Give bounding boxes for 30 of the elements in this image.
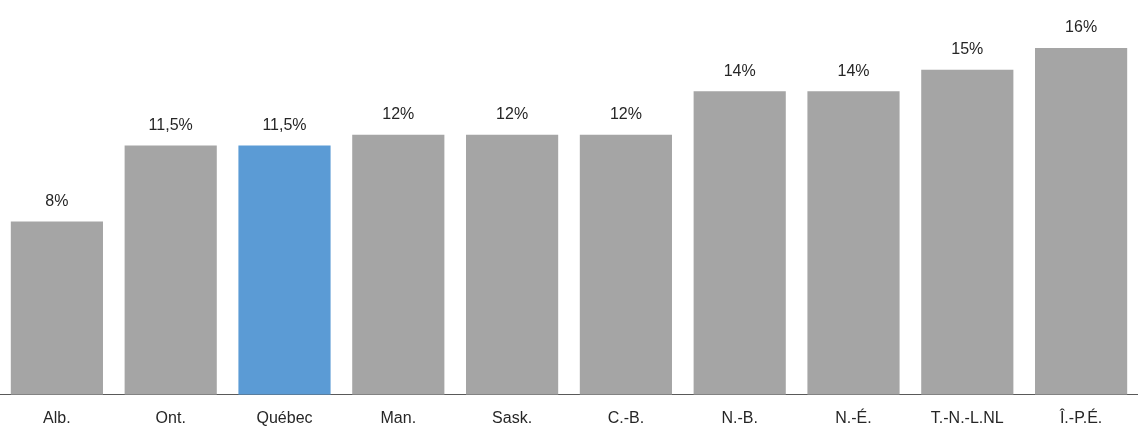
data-label: 14% bbox=[723, 61, 756, 79]
data-label: 12% bbox=[609, 105, 642, 123]
data-label: 8% bbox=[45, 191, 69, 209]
data-label: 12% bbox=[496, 105, 529, 123]
bar bbox=[10, 221, 103, 395]
bar bbox=[579, 134, 672, 395]
bar bbox=[238, 145, 331, 395]
data-label: 11,5% bbox=[148, 115, 193, 133]
data-label: 11,5% bbox=[262, 115, 307, 133]
data-label: 15% bbox=[951, 40, 984, 58]
bar bbox=[921, 69, 1014, 395]
x-tick-label: Man. bbox=[380, 408, 417, 426]
x-tick-label: Sask. bbox=[492, 408, 533, 426]
x-tick-label: N.-É. bbox=[835, 407, 872, 426]
bar bbox=[466, 134, 559, 395]
x-tick-label: C.-B. bbox=[607, 408, 645, 426]
data-label: 12% bbox=[382, 105, 415, 123]
bar bbox=[352, 134, 445, 395]
bar bbox=[807, 91, 900, 395]
x-tick-label: Ont. bbox=[155, 408, 186, 426]
x-tick-label: T.-N.-L.NL bbox=[930, 408, 1004, 426]
bar bbox=[124, 145, 217, 395]
bar bbox=[693, 91, 786, 395]
x-tick-label: Alb. bbox=[43, 408, 71, 426]
x-tick-label: Québec bbox=[256, 408, 313, 426]
x-tick-label: N.-B. bbox=[721, 408, 758, 426]
x-tick-label: Î.-P.É. bbox=[1058, 407, 1103, 426]
data-label: 14% bbox=[837, 61, 870, 79]
bar bbox=[1035, 48, 1128, 395]
data-label: 16% bbox=[1065, 18, 1098, 36]
